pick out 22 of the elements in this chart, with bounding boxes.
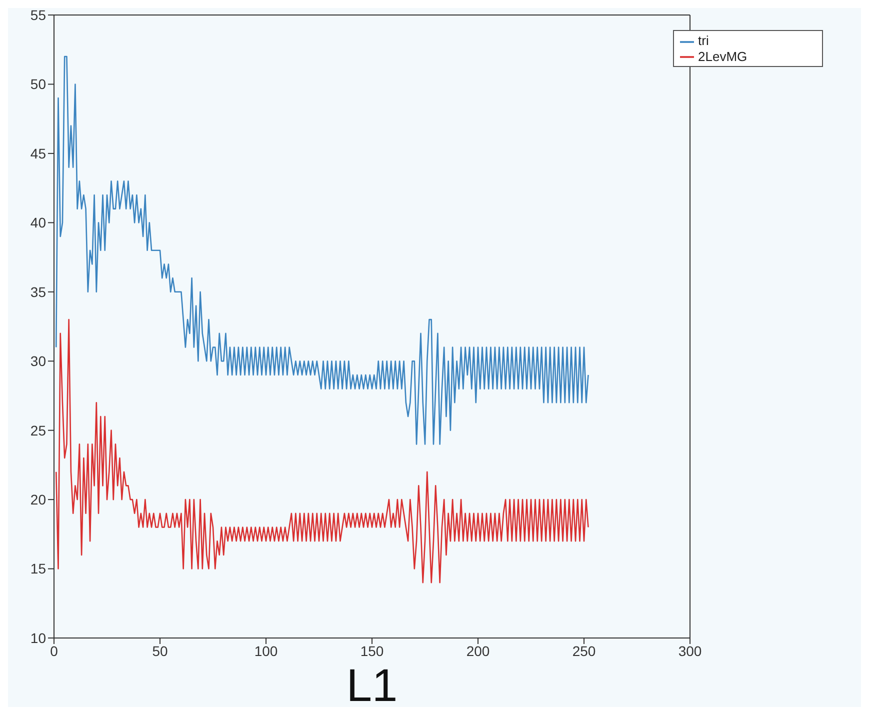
x-tick-label: 100 — [254, 642, 278, 659]
line-series — [55, 56, 589, 445]
x-tick-label: 300 — [678, 642, 702, 659]
y-tick-label: 15 — [30, 560, 46, 577]
y-tick-label: 10 — [30, 630, 46, 646]
y-tick-label: 50 — [30, 76, 46, 92]
x-tick-label: 200 — [466, 642, 490, 659]
x-tick-label: 250 — [572, 642, 596, 659]
y-tick-label: 55 — [30, 6, 46, 23]
y-tick-label: 25 — [30, 422, 46, 438]
x-axis-title: L1 — [346, 659, 398, 711]
y-tick-label: 20 — [30, 492, 46, 508]
y-tick-label: 35 — [30, 284, 46, 300]
y-tick-label: 40 — [30, 214, 46, 231]
y-tick-label: 45 — [30, 145, 46, 162]
y-tick-label: 30 — [30, 353, 46, 370]
line-series — [55, 318, 589, 584]
legend-label: 2LevMG — [698, 48, 748, 64]
x-tick-label: 150 — [360, 642, 384, 659]
x-tick-label: 0 — [50, 642, 58, 659]
legend-label: tri — [698, 33, 709, 48]
x-tick-label: 50 — [152, 642, 168, 659]
